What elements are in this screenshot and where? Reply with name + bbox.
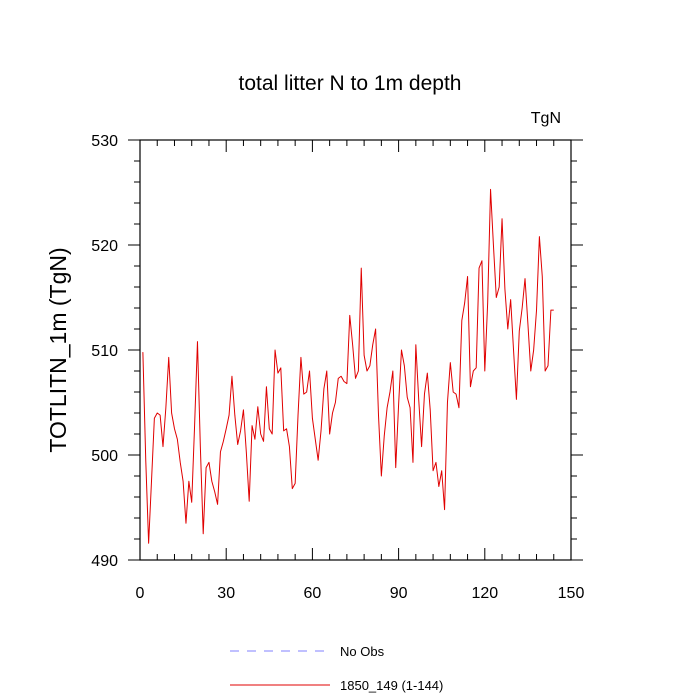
legend-label-1850-149: 1850_149 (1-144) xyxy=(340,678,443,693)
units-label: TgN xyxy=(531,110,561,127)
y-tick-label: 510 xyxy=(91,343,118,360)
x-tick-label: 90 xyxy=(390,585,408,602)
y-tick-label: 490 xyxy=(91,553,118,570)
y-axis-label: TOTLITN_1m (TgN) xyxy=(45,247,71,452)
x-tick-label: 150 xyxy=(558,585,585,602)
y-axis-tick-labels: 490 500 510 520 530 xyxy=(91,133,118,570)
legend: No Obs 1850_149 (1-144) xyxy=(230,644,443,693)
y-axis-ticks xyxy=(128,139,583,561)
x-tick-label: 30 xyxy=(217,585,235,602)
chart-title: total litter N to 1m depth xyxy=(239,72,462,95)
y-tick-label: 530 xyxy=(91,133,118,150)
x-tick-label: 60 xyxy=(304,585,322,602)
series-line-1 xyxy=(142,188,554,544)
x-tick-label: 0 xyxy=(136,585,145,602)
legend-label-no-obs: No Obs xyxy=(340,644,385,659)
y-tick-label: 520 xyxy=(91,238,118,255)
x-axis-tick-labels: 0 30 60 90 120 150 xyxy=(136,585,585,602)
x-tick-label: 120 xyxy=(471,585,498,602)
x-axis-ticks xyxy=(139,140,572,560)
y-tick-label: 500 xyxy=(91,448,118,465)
series-layer xyxy=(142,188,554,544)
